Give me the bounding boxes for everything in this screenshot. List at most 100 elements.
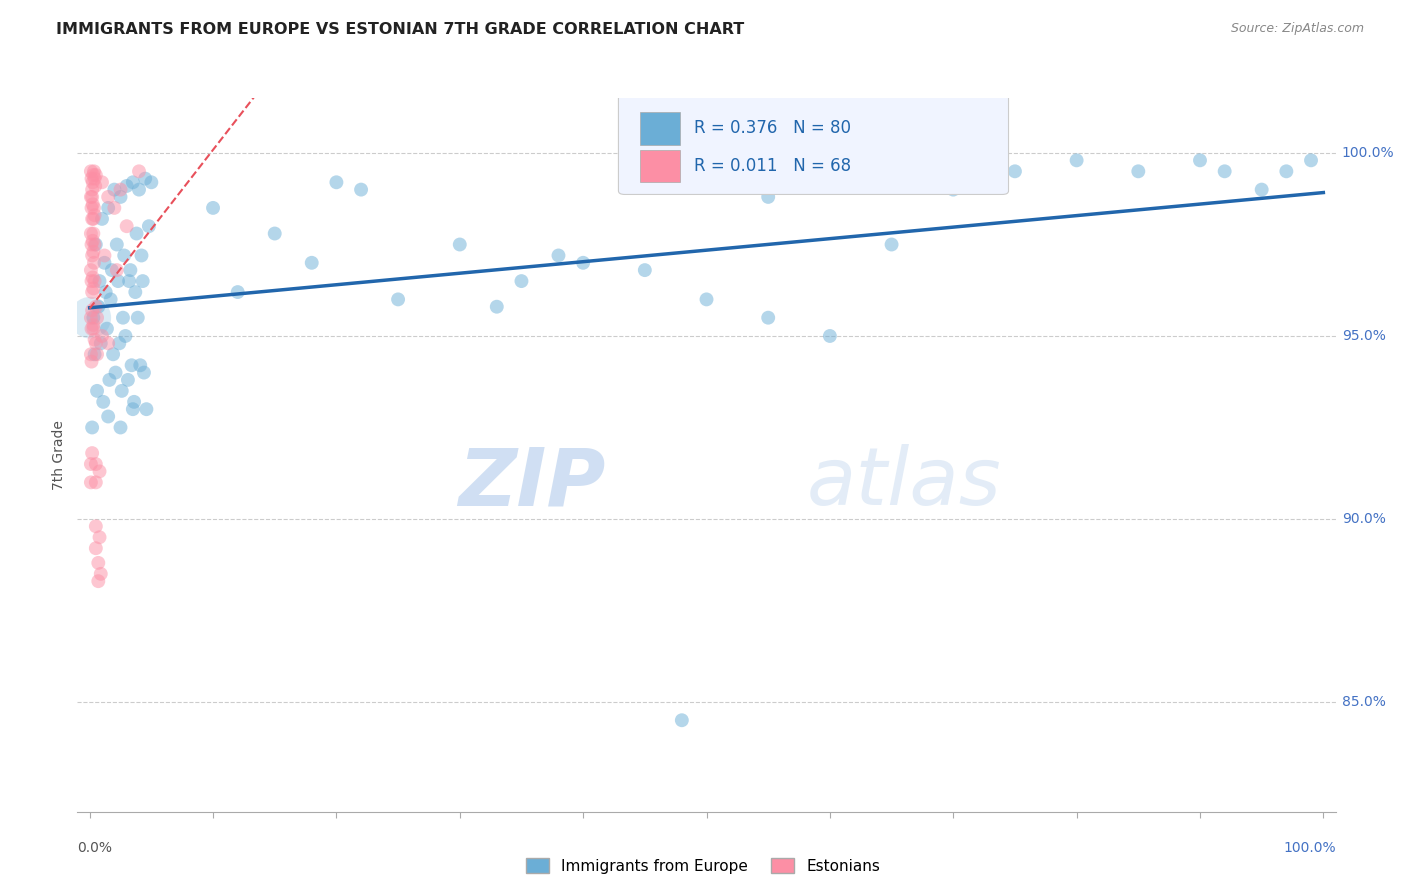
- Point: [91, 395, 114, 409]
- Point: [80, 263, 103, 277]
- Point: [114, 329, 136, 343]
- Point: [83, 333, 105, 347]
- Point: [82, 446, 104, 460]
- Point: [86, 347, 108, 361]
- Point: [880, 237, 903, 252]
- Point: [107, 274, 129, 288]
- FancyBboxPatch shape: [640, 150, 681, 182]
- Point: [83, 347, 105, 361]
- Point: [100, 293, 122, 307]
- Point: [226, 285, 249, 299]
- Text: R = 0.376   N = 80: R = 0.376 N = 80: [695, 120, 851, 137]
- Point: [127, 310, 149, 325]
- Point: [122, 395, 145, 409]
- Point: [97, 409, 120, 424]
- Point: [82, 190, 104, 204]
- Point: [83, 256, 105, 270]
- Point: [84, 336, 107, 351]
- Point: [111, 384, 134, 398]
- Point: [112, 248, 135, 262]
- Point: [121, 358, 143, 372]
- Point: [110, 183, 132, 197]
- Text: 100.0%: 100.0%: [1341, 146, 1395, 160]
- Point: [124, 285, 146, 299]
- Point: [80, 164, 103, 178]
- Point: [1004, 164, 1026, 178]
- Point: [942, 183, 965, 197]
- Point: [97, 336, 120, 351]
- Point: [104, 366, 127, 380]
- Point: [97, 190, 120, 204]
- Point: [572, 256, 595, 270]
- Point: [105, 263, 128, 277]
- Point: [82, 248, 104, 262]
- Point: [115, 178, 138, 193]
- Point: [84, 541, 107, 556]
- Point: [91, 175, 114, 189]
- Text: Source: ZipAtlas.com: Source: ZipAtlas.com: [1230, 22, 1364, 36]
- FancyBboxPatch shape: [640, 112, 681, 145]
- Point: [118, 274, 141, 288]
- Point: [84, 178, 107, 193]
- Text: IMMIGRANTS FROM EUROPE VS ESTONIAN 7TH GRADE CORRELATION CHART: IMMIGRANTS FROM EUROPE VS ESTONIAN 7TH G…: [56, 22, 745, 37]
- Point: [87, 574, 110, 589]
- Point: [350, 183, 373, 197]
- Point: [1299, 153, 1322, 168]
- Point: [94, 285, 117, 299]
- Point: [105, 237, 128, 252]
- Point: [84, 457, 107, 471]
- Text: 90.0%: 90.0%: [1341, 512, 1386, 526]
- Text: 85.0%: 85.0%: [1341, 695, 1386, 709]
- Text: R = 0.011   N = 68: R = 0.011 N = 68: [695, 157, 851, 175]
- Point: [80, 237, 103, 252]
- Point: [82, 281, 104, 295]
- Point: [80, 347, 103, 361]
- Point: [84, 475, 107, 490]
- Point: [110, 190, 132, 204]
- Point: [82, 270, 104, 285]
- Point: [83, 208, 105, 222]
- Point: [1250, 183, 1272, 197]
- Point: [82, 234, 104, 248]
- Point: [82, 244, 104, 259]
- Point: [138, 219, 160, 234]
- Point: [82, 227, 104, 241]
- Point: [82, 420, 104, 434]
- Text: 100.0%: 100.0%: [1284, 841, 1336, 855]
- Point: [108, 336, 131, 351]
- Text: 95.0%: 95.0%: [1341, 329, 1386, 343]
- Point: [101, 263, 124, 277]
- Point: [84, 519, 107, 533]
- Point: [1275, 164, 1298, 178]
- Point: [110, 420, 132, 434]
- Point: [82, 310, 104, 325]
- Point: [547, 248, 569, 262]
- Point: [634, 263, 657, 277]
- Y-axis label: 7th Grade: 7th Grade: [52, 420, 66, 490]
- Point: [132, 274, 155, 288]
- Point: [84, 300, 107, 314]
- Point: [1213, 164, 1236, 178]
- Point: [80, 171, 103, 186]
- Point: [89, 274, 111, 288]
- Point: [84, 237, 107, 252]
- Point: [93, 256, 115, 270]
- Point: [387, 293, 409, 307]
- Point: [128, 164, 150, 178]
- Point: [82, 175, 104, 189]
- Point: [82, 318, 104, 332]
- Point: [301, 256, 323, 270]
- Point: [103, 201, 125, 215]
- Point: [84, 168, 107, 182]
- Point: [120, 263, 142, 277]
- Point: [121, 402, 143, 417]
- Point: [103, 183, 125, 197]
- Point: [82, 321, 104, 335]
- Point: [80, 310, 103, 325]
- Point: [96, 321, 118, 335]
- Point: [263, 227, 285, 241]
- Point: [90, 336, 112, 351]
- Point: [86, 384, 108, 398]
- Point: [756, 310, 779, 325]
- Point: [135, 402, 157, 417]
